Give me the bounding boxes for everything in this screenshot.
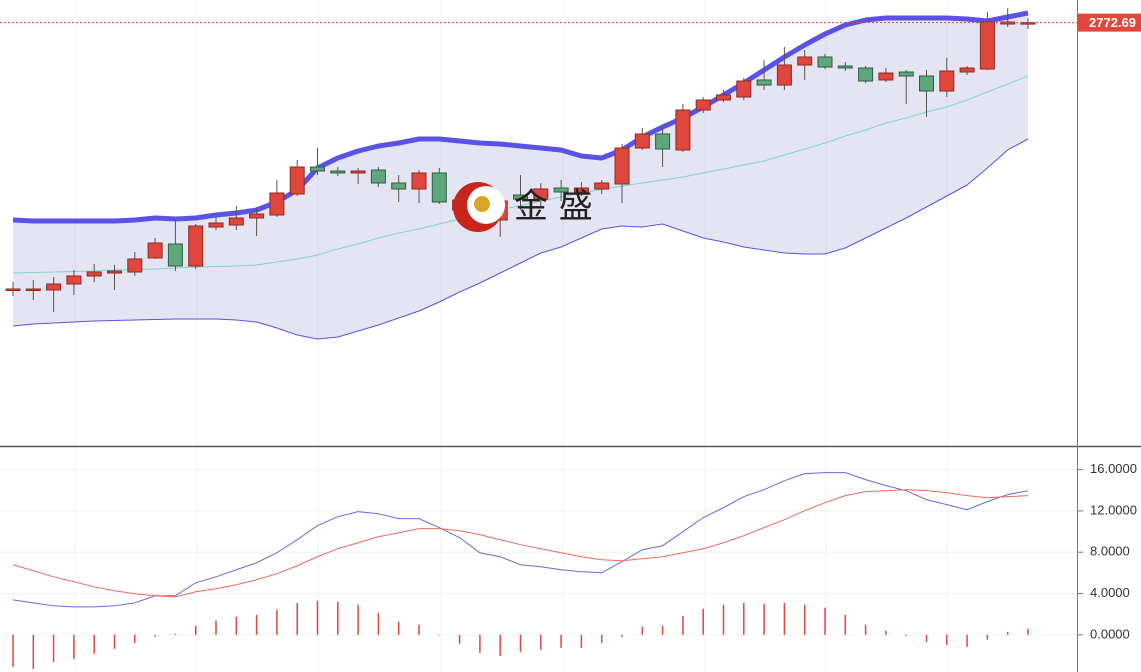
candle-body bbox=[86, 271, 102, 277]
band-line bbox=[12, 10, 1029, 224]
candle-body bbox=[431, 172, 447, 203]
candle-body bbox=[553, 187, 569, 193]
candle-body bbox=[614, 147, 630, 185]
candle-body bbox=[127, 258, 143, 273]
candle-body bbox=[959, 67, 975, 73]
candle-body bbox=[675, 109, 691, 151]
price-panel: 2772.69 bbox=[0, 8, 1141, 340]
y-tick-label: 4.0000 bbox=[1090, 585, 1130, 600]
candle-body bbox=[167, 243, 183, 267]
candle-body bbox=[107, 270, 122, 274]
candle-body bbox=[5, 288, 21, 291]
candle-body bbox=[350, 170, 366, 174]
last-price-tag bbox=[1077, 13, 1141, 32]
candle-body bbox=[939, 70, 955, 92]
watermark: 金 盛 bbox=[453, 182, 593, 232]
candle-body bbox=[858, 67, 874, 82]
candle-body bbox=[716, 94, 731, 101]
candle-body bbox=[573, 187, 589, 193]
candle-body bbox=[655, 133, 671, 150]
candle-body bbox=[391, 182, 407, 190]
candle-body bbox=[188, 225, 204, 267]
candle-body bbox=[66, 275, 82, 285]
candle-body bbox=[594, 182, 610, 190]
candle-body bbox=[878, 72, 894, 81]
candle-body bbox=[25, 288, 41, 291]
band-line bbox=[12, 138, 1029, 340]
candle-body bbox=[898, 71, 914, 77]
candle-body bbox=[695, 99, 711, 111]
time-grid bbox=[74, 0, 948, 672]
candle-body bbox=[249, 213, 265, 219]
last-price-label: 2772.69 bbox=[1089, 15, 1136, 30]
candle-body bbox=[269, 192, 285, 216]
candle-body bbox=[736, 80, 752, 98]
candle-body bbox=[756, 79, 772, 86]
y-tick-label: 0.0000 bbox=[1090, 626, 1130, 641]
candle-body bbox=[797, 56, 813, 66]
candle-body bbox=[919, 75, 934, 92]
candle-body bbox=[228, 217, 244, 226]
candle-body bbox=[776, 64, 792, 86]
candle-body bbox=[411, 172, 427, 190]
candle-body bbox=[46, 283, 62, 291]
macd-line bbox=[12, 489, 1029, 598]
y-tick-label: 8.0000 bbox=[1090, 544, 1130, 559]
candle-body bbox=[208, 222, 224, 228]
watermark-text: 金 盛 bbox=[514, 187, 593, 227]
candle-body bbox=[513, 194, 528, 200]
candle-body bbox=[330, 170, 346, 174]
candle-body bbox=[533, 188, 549, 200]
logo-ball bbox=[474, 196, 490, 212]
macd-panel: 0.0000 4.0000 8.0000 12.0000 16.0000 bbox=[0, 461, 1137, 669]
candle-body bbox=[817, 56, 833, 68]
candle-body bbox=[289, 166, 305, 195]
candle-body bbox=[634, 133, 650, 149]
y-tick-label: 16.0000 bbox=[1090, 461, 1137, 476]
macd-line bbox=[12, 472, 1029, 608]
candle-body bbox=[147, 242, 163, 259]
y-tick-label: 12.0000 bbox=[1090, 502, 1137, 517]
candle-body bbox=[310, 166, 325, 172]
candle-body bbox=[370, 169, 386, 184]
candle-body bbox=[837, 65, 853, 69]
candle-body bbox=[979, 21, 995, 70]
